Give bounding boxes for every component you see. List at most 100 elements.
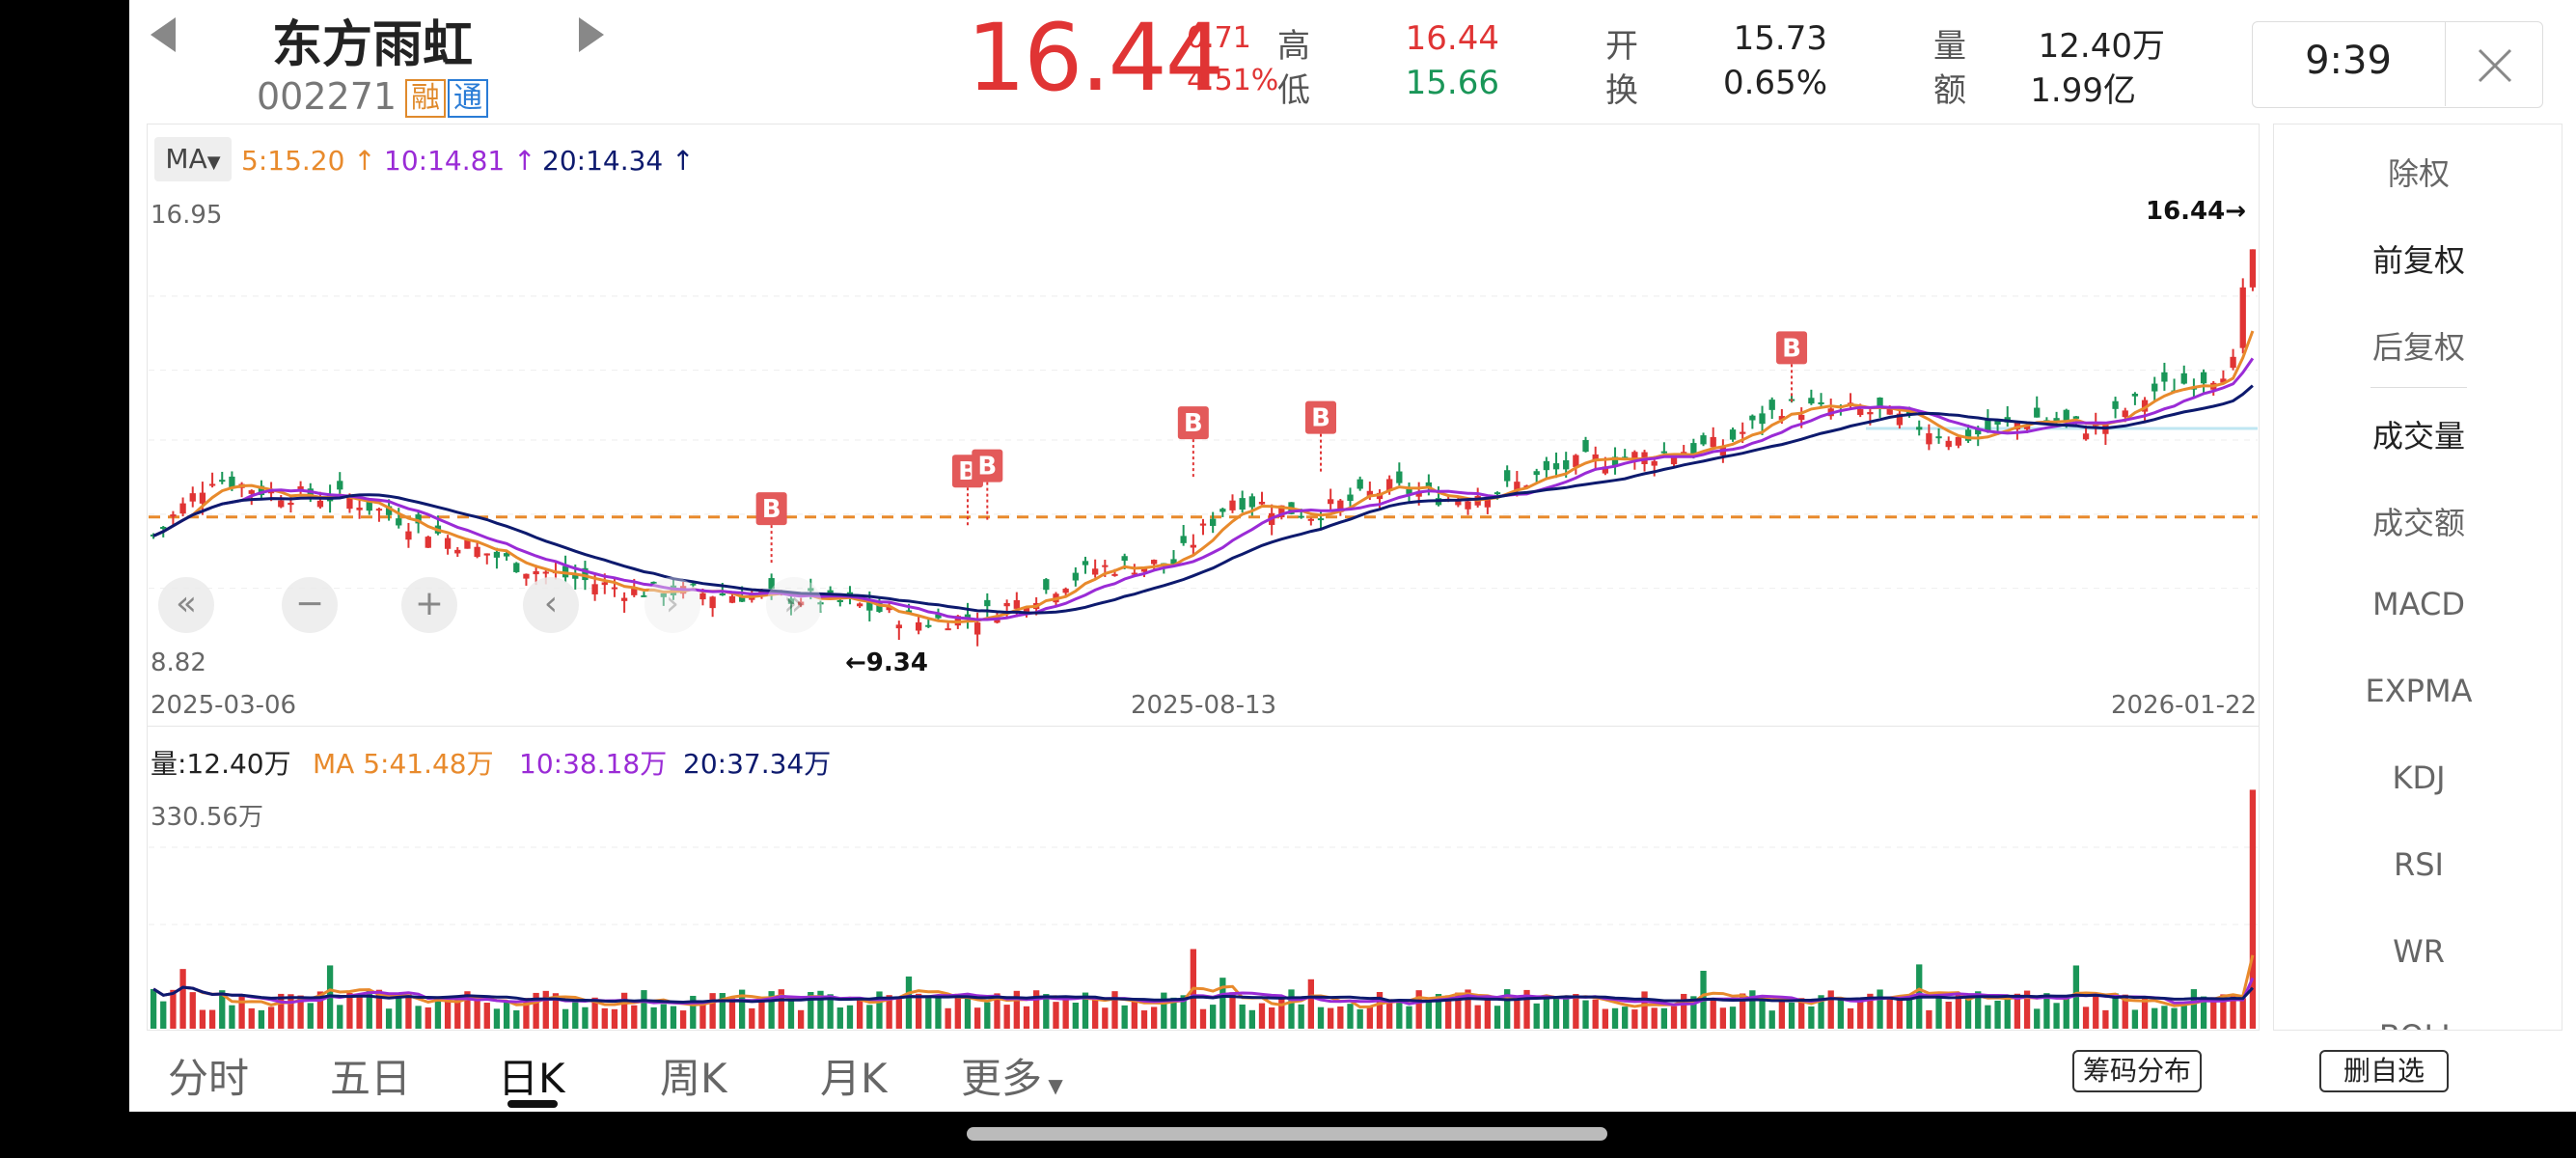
- volume-bar: [1837, 1000, 1845, 1029]
- volume-bar: [1033, 990, 1040, 1029]
- side-item-backward-adjusted[interactable]: 后复权: [2371, 329, 2465, 366]
- candle-body: [1258, 501, 1266, 505]
- volume-bar: [728, 998, 736, 1029]
- side-item-exrights[interactable]: 除权: [2387, 155, 2450, 192]
- candlestick-chart[interactable]: BB BB BB: [149, 125, 2258, 685]
- volume-bar: [464, 991, 471, 1029]
- scroll-to-start-button[interactable]: «: [158, 577, 214, 633]
- side-item-volume[interactable]: 成交量: [2371, 418, 2465, 455]
- side-item-macd[interactable]: MACD: [2372, 586, 2465, 622]
- tab-daily-k[interactable]: 日K: [498, 1055, 565, 1102]
- turnover-label: 换: [1605, 71, 1638, 110]
- candle-body: [1818, 401, 1824, 404]
- candle-body: [1239, 498, 1246, 510]
- volume-bar: [1474, 1005, 1481, 1029]
- remove-from-watchlist-button[interactable]: 删自选: [2319, 1050, 2449, 1092]
- candle-body: [1602, 466, 1609, 474]
- volume-bar: [1092, 999, 1099, 1029]
- candle-body: [925, 624, 932, 627]
- volume-bar: [533, 992, 539, 1029]
- candle-body: [1465, 501, 1471, 510]
- price-change-pct: 4.51%: [1187, 64, 1279, 97]
- candle-body: [1955, 436, 1962, 446]
- amount-value: 1.99亿: [2030, 71, 2136, 110]
- ma-selector-label: MA: [165, 143, 207, 175]
- candle-body: [1082, 561, 1089, 565]
- current-time: 9:39: [2305, 39, 2392, 83]
- volume-bar: [1818, 995, 1824, 1029]
- volume-bar: [856, 999, 863, 1029]
- candle-body: [1573, 455, 1579, 467]
- zoom-in-button[interactable]: +: [401, 577, 457, 633]
- volume-bar: [248, 1007, 255, 1029]
- candle-body: [229, 476, 235, 489]
- buy-marker: [972, 449, 1003, 482]
- volume-bar: [1494, 1006, 1501, 1029]
- side-item-kdj[interactable]: KDJ: [2392, 759, 2446, 796]
- scroll-to-end-button[interactable]: »: [766, 577, 822, 633]
- candle-body: [2200, 372, 2207, 384]
- side-item-rsi[interactable]: RSI: [2394, 846, 2444, 883]
- candle-body: [1808, 398, 1815, 404]
- next-stock-arrow[interactable]: [569, 14, 608, 56]
- candle-body: [591, 584, 598, 594]
- candle-body: [964, 614, 972, 619]
- side-item-boll[interactable]: BOLL: [2274, 1018, 2562, 1030]
- volume-bar: [2043, 993, 2050, 1029]
- candle-body: [1425, 482, 1433, 489]
- volume-bar: [1523, 989, 1530, 1029]
- candle-body: [1670, 455, 1678, 465]
- volume-bar: [1210, 1005, 1217, 1029]
- candle-body: [1631, 452, 1638, 460]
- close-button[interactable]: [2447, 23, 2539, 104]
- side-item-forward-adjusted[interactable]: 前复权: [2371, 242, 2465, 279]
- tab-five-day[interactable]: 五日: [330, 1055, 412, 1102]
- volume-bar: [1062, 999, 1069, 1029]
- volume-bar: [973, 1007, 981, 1029]
- volume-bar: [1248, 1009, 1255, 1029]
- zoom-out-button[interactable]: −: [282, 577, 338, 633]
- candle-body: [1886, 406, 1893, 415]
- candle-body: [1543, 460, 1550, 471]
- candle-body: [1690, 443, 1697, 455]
- candle-body: [1415, 491, 1422, 497]
- side-item-turnover-amount[interactable]: 成交额: [2371, 505, 2465, 541]
- chart-panel-border: [147, 124, 2260, 1031]
- side-item-wr[interactable]: WR: [2393, 933, 2445, 970]
- volume-bar: [1964, 998, 1972, 1029]
- candle-body: [219, 480, 226, 482]
- home-indicator[interactable]: [967, 1127, 1607, 1141]
- volume-bar: [1985, 1005, 1991, 1029]
- candle-body: [866, 600, 873, 611]
- tab-monthly-k[interactable]: 月K: [820, 1055, 888, 1102]
- volume-bar: [1298, 1004, 1304, 1029]
- candle-body: [2151, 383, 2158, 392]
- volume-bar: [1465, 989, 1471, 1029]
- volume-bar: [1543, 995, 1550, 1029]
- buy-marker: [1177, 406, 1209, 440]
- tab-more[interactable]: 更多 ▼: [961, 1046, 1063, 1105]
- tab-weekly-k[interactable]: 周K: [660, 1055, 727, 1102]
- candle-body: [258, 485, 265, 496]
- ma-selector[interactable]: MA▼: [154, 137, 232, 181]
- volume-bar: [601, 1007, 608, 1029]
- prev-stock-arrow[interactable]: [147, 14, 185, 56]
- dropdown-arrow-icon: ▼: [206, 152, 221, 173]
- side-item-expma[interactable]: EXPMA: [2365, 673, 2473, 709]
- volume-bar: [1258, 1003, 1266, 1029]
- volume-bar: [1415, 990, 1422, 1029]
- pan-left-button[interactable]: ‹: [523, 577, 579, 633]
- volume-bar: [572, 1000, 579, 1029]
- volume-bar: [1199, 1008, 1207, 1029]
- pan-right-button[interactable]: ›: [644, 577, 700, 633]
- volume-bar: [562, 1008, 569, 1029]
- volume-bar: [1719, 1007, 1727, 1029]
- candle-body: [1660, 451, 1668, 454]
- candle-body: [1749, 415, 1756, 421]
- candle-body: [797, 601, 805, 606]
- candle-body: [1533, 471, 1540, 476]
- tab-intraday[interactable]: 分时: [168, 1055, 250, 1102]
- volume-bar: [1023, 1006, 1030, 1029]
- chip-distribution-button[interactable]: 筹码分布: [2072, 1050, 2202, 1092]
- volume-chart[interactable]: [149, 789, 2258, 1031]
